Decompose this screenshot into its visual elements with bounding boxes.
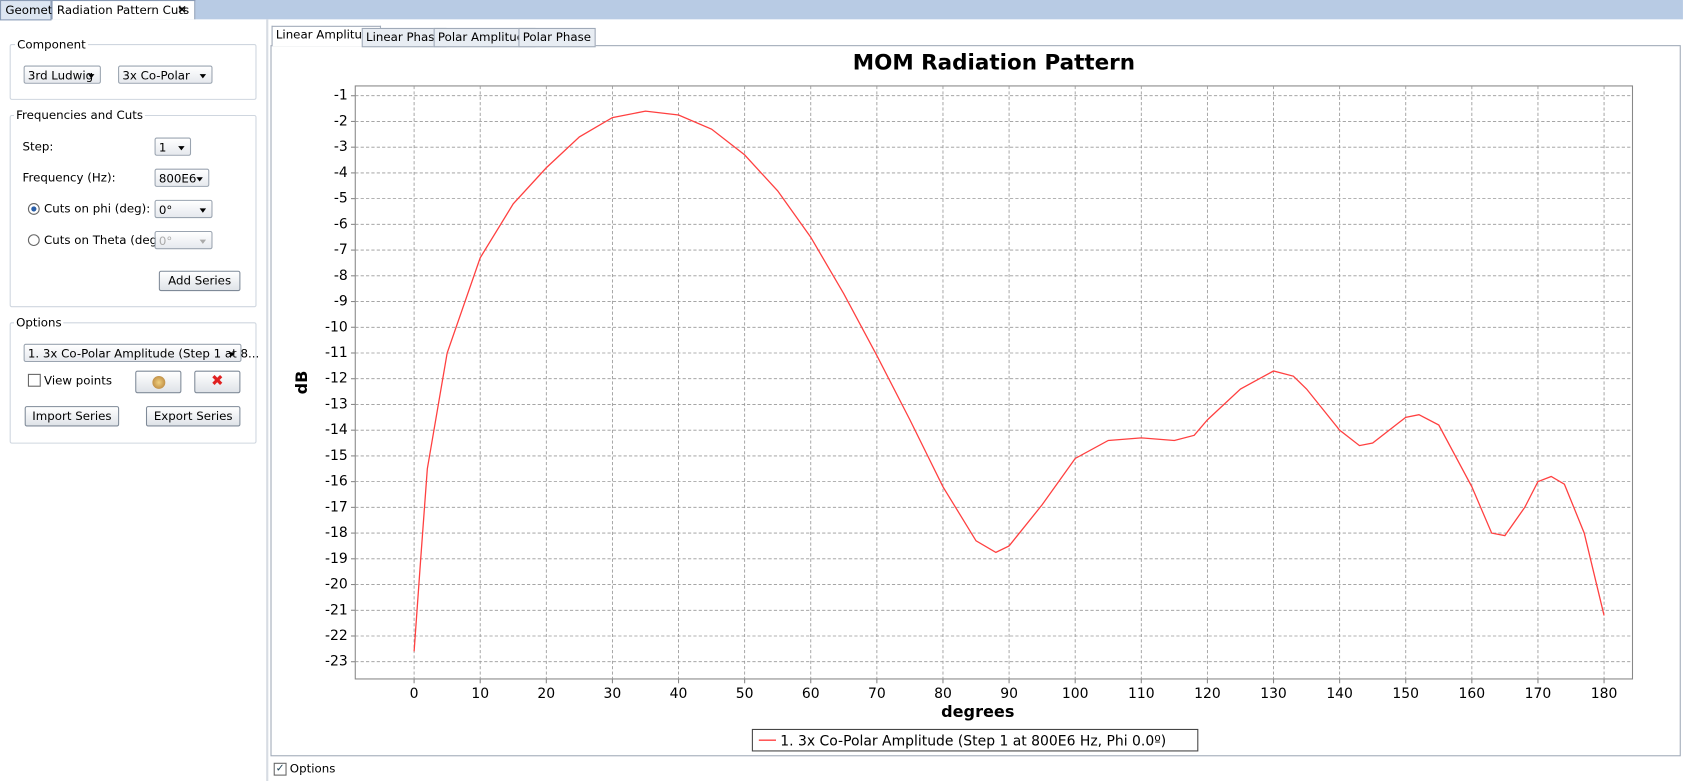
button[interactable]: Export Series bbox=[145, 406, 241, 427]
x-tick-label: 20 bbox=[537, 686, 555, 702]
chart-title: MOM Radiation Pattern bbox=[853, 50, 1135, 75]
radio[interactable] bbox=[27, 234, 40, 247]
y-tick-label: -11 bbox=[325, 345, 348, 361]
y-tick-label: -15 bbox=[325, 448, 348, 464]
divider bbox=[266, 19, 269, 781]
y-tick-label: -19 bbox=[325, 551, 348, 567]
y-tick-label: -4 bbox=[334, 165, 348, 181]
chart-panel bbox=[270, 45, 1681, 757]
y-tick-label: -22 bbox=[325, 628, 348, 644]
series-line bbox=[413, 110, 1605, 652]
x-tick-label: 40 bbox=[670, 686, 688, 702]
dropdown[interactable]: 800E6 bbox=[154, 168, 210, 187]
close-icon[interactable]: × bbox=[177, 2, 187, 17]
chart-tab[interactable]: Linear Phase bbox=[361, 27, 446, 48]
y-tick-label: -8 bbox=[334, 268, 348, 284]
checkbox[interactable]: ✓ bbox=[273, 762, 287, 776]
x-tick-label: 120 bbox=[1194, 686, 1221, 702]
dropdown[interactable]: 3x Co-Polar bbox=[118, 65, 213, 84]
x-tick-label: 110 bbox=[1128, 686, 1155, 702]
chart-tab[interactable]: Polar Phase bbox=[518, 27, 596, 48]
group-title: Frequencies and Cuts bbox=[13, 108, 146, 123]
tab[interactable]: Geometry bbox=[0, 0, 64, 21]
label: View points bbox=[44, 373, 113, 388]
y-tick-label: -21 bbox=[325, 602, 348, 618]
y-tick-label: -17 bbox=[325, 499, 348, 515]
y-tick-label: -3 bbox=[334, 139, 348, 155]
x-tick-label: 70 bbox=[868, 686, 886, 702]
dropdown[interactable]: 0° bbox=[154, 230, 213, 250]
y-tick-label: -23 bbox=[325, 654, 348, 670]
tab[interactable]: Radiation Pattern Cuts bbox=[51, 0, 196, 20]
dropdown[interactable]: 1. 3x Co-Polar Amplitude (Step 1 at 8... bbox=[23, 343, 259, 363]
y-tick-label: -16 bbox=[325, 474, 348, 490]
y-tick-label: -2 bbox=[334, 113, 348, 129]
x-tick-label: 180 bbox=[1591, 686, 1618, 702]
tab-bar bbox=[0, 0, 1683, 20]
y-axis-label: dB bbox=[292, 371, 311, 395]
y-tick-label: -20 bbox=[325, 577, 348, 593]
label: Cuts on Theta (deg): bbox=[44, 233, 166, 248]
label: Cuts on phi (deg): bbox=[44, 201, 151, 216]
button[interactable]: Import Series bbox=[24, 406, 120, 427]
y-tick-label: -12 bbox=[325, 371, 348, 387]
group-title: Options bbox=[13, 315, 64, 330]
x-tick-label: 10 bbox=[471, 686, 489, 702]
x-tick-label: 90 bbox=[1000, 686, 1018, 702]
x-tick-label: 140 bbox=[1326, 686, 1353, 702]
color-button[interactable] bbox=[135, 370, 182, 394]
label: Frequency (Hz): bbox=[22, 170, 116, 185]
x-tick-label: 150 bbox=[1392, 686, 1419, 702]
dropdown[interactable]: 0° bbox=[154, 199, 213, 219]
remove-button[interactable]: ✖ bbox=[194, 370, 241, 394]
legend-box bbox=[751, 728, 1199, 752]
dropdown[interactable]: 1 bbox=[154, 137, 192, 156]
y-tick-label: -13 bbox=[325, 396, 348, 412]
y-tick-label: -6 bbox=[334, 216, 348, 232]
button[interactable]: Add Series bbox=[158, 270, 241, 292]
x-tick-label: 0 bbox=[410, 686, 419, 702]
group-title: Component bbox=[15, 37, 88, 52]
y-tick-label: -9 bbox=[334, 294, 348, 310]
options-group bbox=[9, 322, 257, 444]
y-tick-label: -10 bbox=[325, 319, 348, 335]
radio[interactable] bbox=[27, 203, 40, 215]
y-tick-label: -14 bbox=[325, 422, 348, 438]
x-tick-label: 130 bbox=[1260, 686, 1287, 702]
legend-label: 1. 3x Co-Polar Amplitude (Step 1 at 800E… bbox=[780, 733, 1166, 749]
chart-tab[interactable]: Linear Amplitude bbox=[271, 25, 382, 47]
x-tick-label: 100 bbox=[1062, 686, 1089, 702]
x-tick-label: 50 bbox=[736, 686, 754, 702]
y-tick-label: -1 bbox=[334, 88, 348, 104]
x-tick-label: 30 bbox=[604, 686, 622, 702]
x-axis-label: degrees bbox=[941, 702, 1014, 721]
y-tick-label: -18 bbox=[325, 525, 348, 541]
label: Step: bbox=[22, 139, 54, 154]
checkbox[interactable] bbox=[27, 373, 41, 387]
label: Options bbox=[289, 761, 336, 776]
y-tick-label: -5 bbox=[334, 191, 348, 207]
x-tick-label: 160 bbox=[1459, 686, 1486, 702]
x-tick-label: 170 bbox=[1525, 686, 1552, 702]
x-tick-label: 80 bbox=[934, 686, 952, 702]
y-tick-label: -7 bbox=[334, 242, 348, 258]
x-tick-label: 60 bbox=[802, 686, 820, 702]
component-group bbox=[9, 44, 257, 100]
plot-area bbox=[354, 85, 1634, 680]
chart-tab[interactable]: Polar Amplitude bbox=[433, 27, 536, 48]
dropdown[interactable]: 3rd Ludwig bbox=[23, 65, 101, 84]
